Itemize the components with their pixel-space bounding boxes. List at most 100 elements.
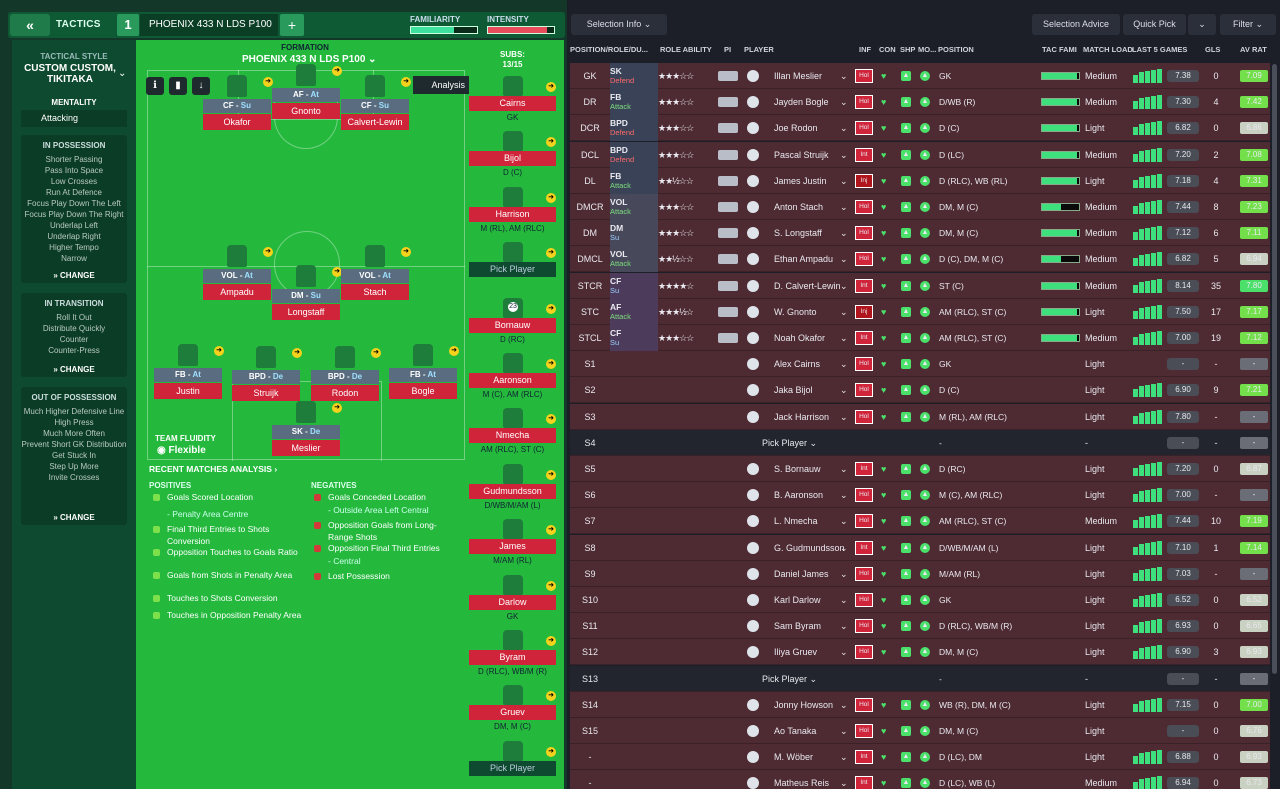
- change-out-of-possession-button[interactable]: » CHANGE: [53, 513, 95, 522]
- instruction-arrow-icon[interactable]: ➜: [332, 403, 342, 413]
- role-duty-cell[interactable]: BPD Defend: [610, 141, 658, 168]
- column-header[interactable]: PI: [724, 45, 732, 54]
- instruction-arrow-icon[interactable]: ➜: [546, 636, 556, 646]
- player-name[interactable]: Pick Player ⌄: [762, 437, 818, 448]
- player-row[interactable]: DL FB Attack ★★½☆☆ James Justin ⌄ Inj ♥ ▲ ▲ D (RLC…: [570, 167, 1270, 194]
- sub-shirt-icon[interactable]: [503, 186, 523, 207]
- row-menu-chevron-icon[interactable]: ⌄: [840, 464, 848, 474]
- row-menu-chevron-icon[interactable]: ⌄: [840, 778, 848, 789]
- instruction-arrow-icon[interactable]: ➜: [546, 248, 556, 259]
- tactical-style-name[interactable]: CUSTOM CUSTOM, TIKITAKA: [24, 63, 116, 85]
- row-menu-chevron-icon[interactable]: ⌄: [840, 97, 848, 108]
- player-row[interactable]: S13 Pick Player ⌄ - - - - -: [570, 665, 1270, 692]
- column-header[interactable]: MO...: [918, 45, 937, 54]
- player-name-label[interactable]: Justin: [154, 383, 222, 399]
- role-duty-cell[interactable]: BPD Defend: [610, 115, 658, 142]
- role-duty-cell[interactable]: VOL Attack: [610, 194, 658, 220]
- column-header[interactable]: SHP: [900, 45, 916, 54]
- player-name-label[interactable]: Stach: [341, 284, 409, 300]
- player-row[interactable]: STC AF Attack ★★★½☆ W. Gnonto ⌄ Inj ♥ ▲ ▲ AM (RLC)…: [570, 298, 1270, 325]
- column-header[interactable]: CON: [879, 45, 896, 54]
- sub-player-slot[interactable]: Pick Player: [469, 262, 556, 278]
- player-row[interactable]: S6 B. Aaronson ⌄ Hol ♥ ▲ ▲ M (C), AM (RLC) Light…: [570, 482, 1270, 509]
- instruction-arrow-icon[interactable]: ➜: [332, 66, 342, 76]
- player-name-label[interactable]: Rodon: [311, 385, 379, 401]
- role-duty-cell[interactable]: CF Su: [610, 325, 658, 351]
- download-icon[interactable]: ↓: [192, 77, 210, 95]
- player-role-label[interactable]: AF - At: [272, 88, 340, 102]
- role-duty-cell[interactable]: AF Attack: [610, 298, 658, 325]
- player-name[interactable]: D. Calvert-Lewin: [774, 280, 841, 291]
- row-menu-chevron-icon[interactable]: ⌄: [840, 647, 848, 658]
- player-name[interactable]: Sam Byram: [774, 621, 822, 632]
- mentality-dropdown[interactable]: Attacking: [21, 110, 127, 127]
- row-menu-chevron-icon[interactable]: ⌄: [840, 306, 848, 317]
- sub-shirt-icon[interactable]: [503, 630, 523, 650]
- instruction-arrow-icon[interactable]: ➜: [546, 580, 556, 591]
- pi-icon[interactable]: [718, 306, 738, 317]
- row-menu-chevron-icon[interactable]: ⌄: [840, 149, 848, 160]
- player-name[interactable]: S. Longstaff: [774, 228, 822, 239]
- instruction-arrow-icon[interactable]: ➜: [449, 346, 459, 356]
- player-row[interactable]: S7 L. Nmecha ⌄ Hol ♥ ▲ ▲ AM (RLC), ST (C) Medium…: [570, 508, 1270, 535]
- instruction-arrow-icon[interactable]: ➜: [546, 82, 556, 92]
- player-shirt-icon[interactable]: [227, 245, 247, 267]
- player-shirt-icon[interactable]: [335, 346, 355, 368]
- column-header[interactable]: LAST 5 GAMES: [1132, 45, 1188, 54]
- row-menu-chevron-icon[interactable]: ⌄: [840, 699, 848, 710]
- row-menu-chevron-icon[interactable]: ⌄: [840, 385, 848, 396]
- quick-pick-menu-icon[interactable]: ⌄: [1188, 14, 1216, 35]
- player-row[interactable]: GK SK Defend ★★★☆☆ Illan Meslier ⌄ Hol ♥ ▲ ▲ GK Med…: [570, 63, 1270, 89]
- role-duty-cell[interactable]: FB Attack: [610, 89, 658, 116]
- player-shirt-icon[interactable]: [296, 401, 316, 423]
- sub-shirt-icon[interactable]: [503, 353, 523, 373]
- player-shirt-icon[interactable]: [365, 245, 385, 267]
- sub-player-slot[interactable]: Gruev: [469, 705, 556, 721]
- sub-player-slot[interactable]: Cairns: [469, 96, 556, 111]
- sub-player-slot[interactable]: Harrison: [469, 206, 556, 222]
- row-menu-chevron-icon[interactable]: ⌄: [840, 228, 848, 239]
- player-row[interactable]: S5 S. Bornauw ⌄ Int ♥ ▲ ▲ D (RC) Light 7.20 0 6.87: [570, 456, 1270, 482]
- instruction-arrow-icon[interactable]: ➜: [292, 348, 302, 358]
- player-shirt-icon[interactable]: [256, 346, 276, 368]
- pi-icon[interactable]: [718, 202, 738, 212]
- player-row[interactable]: S4 Pick Player ⌄ - - - - -: [570, 429, 1270, 456]
- column-header[interactable]: PLAYER: [744, 45, 774, 54]
- player-row[interactable]: - Matheus Reis ⌄ Int ♥ ▲ ▲ D (LC), WB (L) Medium…: [570, 770, 1270, 789]
- sub-shirt-icon[interactable]: [503, 463, 523, 484]
- column-header[interactable]: GLS: [1205, 45, 1221, 54]
- player-name-label[interactable]: Gnonto: [272, 103, 340, 119]
- player-role-label[interactable]: CF - Su: [203, 99, 271, 113]
- player-role-label[interactable]: BPD - De: [311, 370, 379, 384]
- sub-shirt-icon[interactable]: [503, 131, 523, 152]
- player-row[interactable]: S1 Alex Cairns ⌄ Hol ♥ ▲ ▲ GK Light - - -: [570, 351, 1270, 378]
- player-name[interactable]: Alex Cairns: [774, 359, 821, 370]
- row-menu-chevron-icon[interactable]: ⌄: [840, 280, 848, 291]
- change-possession-button[interactable]: » CHANGE: [53, 271, 95, 280]
- analysis-button[interactable]: Analysis: [413, 76, 469, 94]
- player-shirt-icon[interactable]: [365, 75, 385, 97]
- row-menu-chevron-icon[interactable]: ⌄: [840, 359, 848, 370]
- player-name[interactable]: Noah Okafor: [774, 333, 826, 343]
- pi-icon[interactable]: [718, 97, 738, 108]
- player-name[interactable]: Pick Player ⌄: [762, 673, 818, 684]
- player-row[interactable]: S3 Jack Harrison ⌄ Hol ♥ ▲ ▲ M (RL), AM (RLC) Li…: [570, 403, 1270, 430]
- player-row[interactable]: STCL CF Su ★★★☆☆ Noah Okafor ⌄ Int ♥ ▲ ▲ AM (RLC),…: [570, 325, 1270, 351]
- chevron-down-icon[interactable]: ⌄: [118, 68, 127, 79]
- sub-shirt-icon[interactable]: [503, 242, 523, 263]
- instruction-arrow-icon[interactable]: ➜: [546, 359, 556, 369]
- player-row[interactable]: STCR CF Su ★★★★☆ D. Calvert-Lewin ⌄ Int ♥ ▲ ▲ ST (…: [570, 272, 1270, 299]
- player-shirt-icon[interactable]: [296, 64, 316, 86]
- player-shirt-icon[interactable]: [178, 344, 198, 366]
- column-header[interactable]: AV RAT: [1240, 45, 1267, 54]
- player-shirt-icon[interactable]: [227, 75, 247, 97]
- player-role-label[interactable]: BPD - De: [232, 370, 300, 384]
- player-role-label[interactable]: VOL - At: [341, 269, 409, 283]
- player-name-label[interactable]: Calvert-Lewin: [341, 114, 409, 130]
- row-menu-chevron-icon[interactable]: ⌄: [840, 568, 848, 579]
- row-menu-chevron-icon[interactable]: ⌄: [840, 490, 848, 501]
- row-menu-chevron-icon[interactable]: ⌄: [840, 71, 848, 81]
- instruction-arrow-icon[interactable]: ➜: [214, 346, 224, 356]
- player-name[interactable]: Iliya Gruev: [774, 647, 818, 658]
- formation-name[interactable]: PHOENIX 433 N LDS P100 ⌄: [242, 54, 377, 65]
